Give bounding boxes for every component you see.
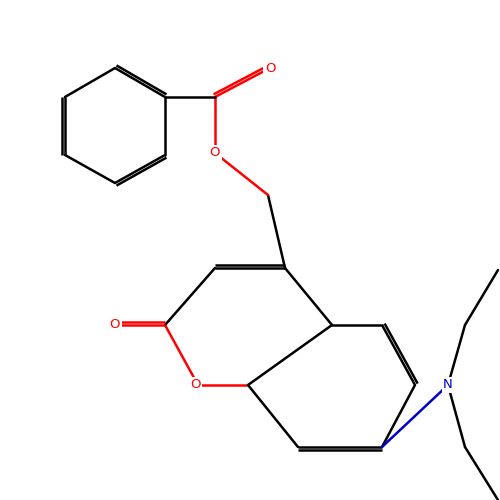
Text: O: O <box>210 146 220 160</box>
Text: O: O <box>265 62 275 74</box>
Text: N: N <box>443 378 453 392</box>
Text: O: O <box>110 318 120 332</box>
Text: O: O <box>190 378 201 392</box>
